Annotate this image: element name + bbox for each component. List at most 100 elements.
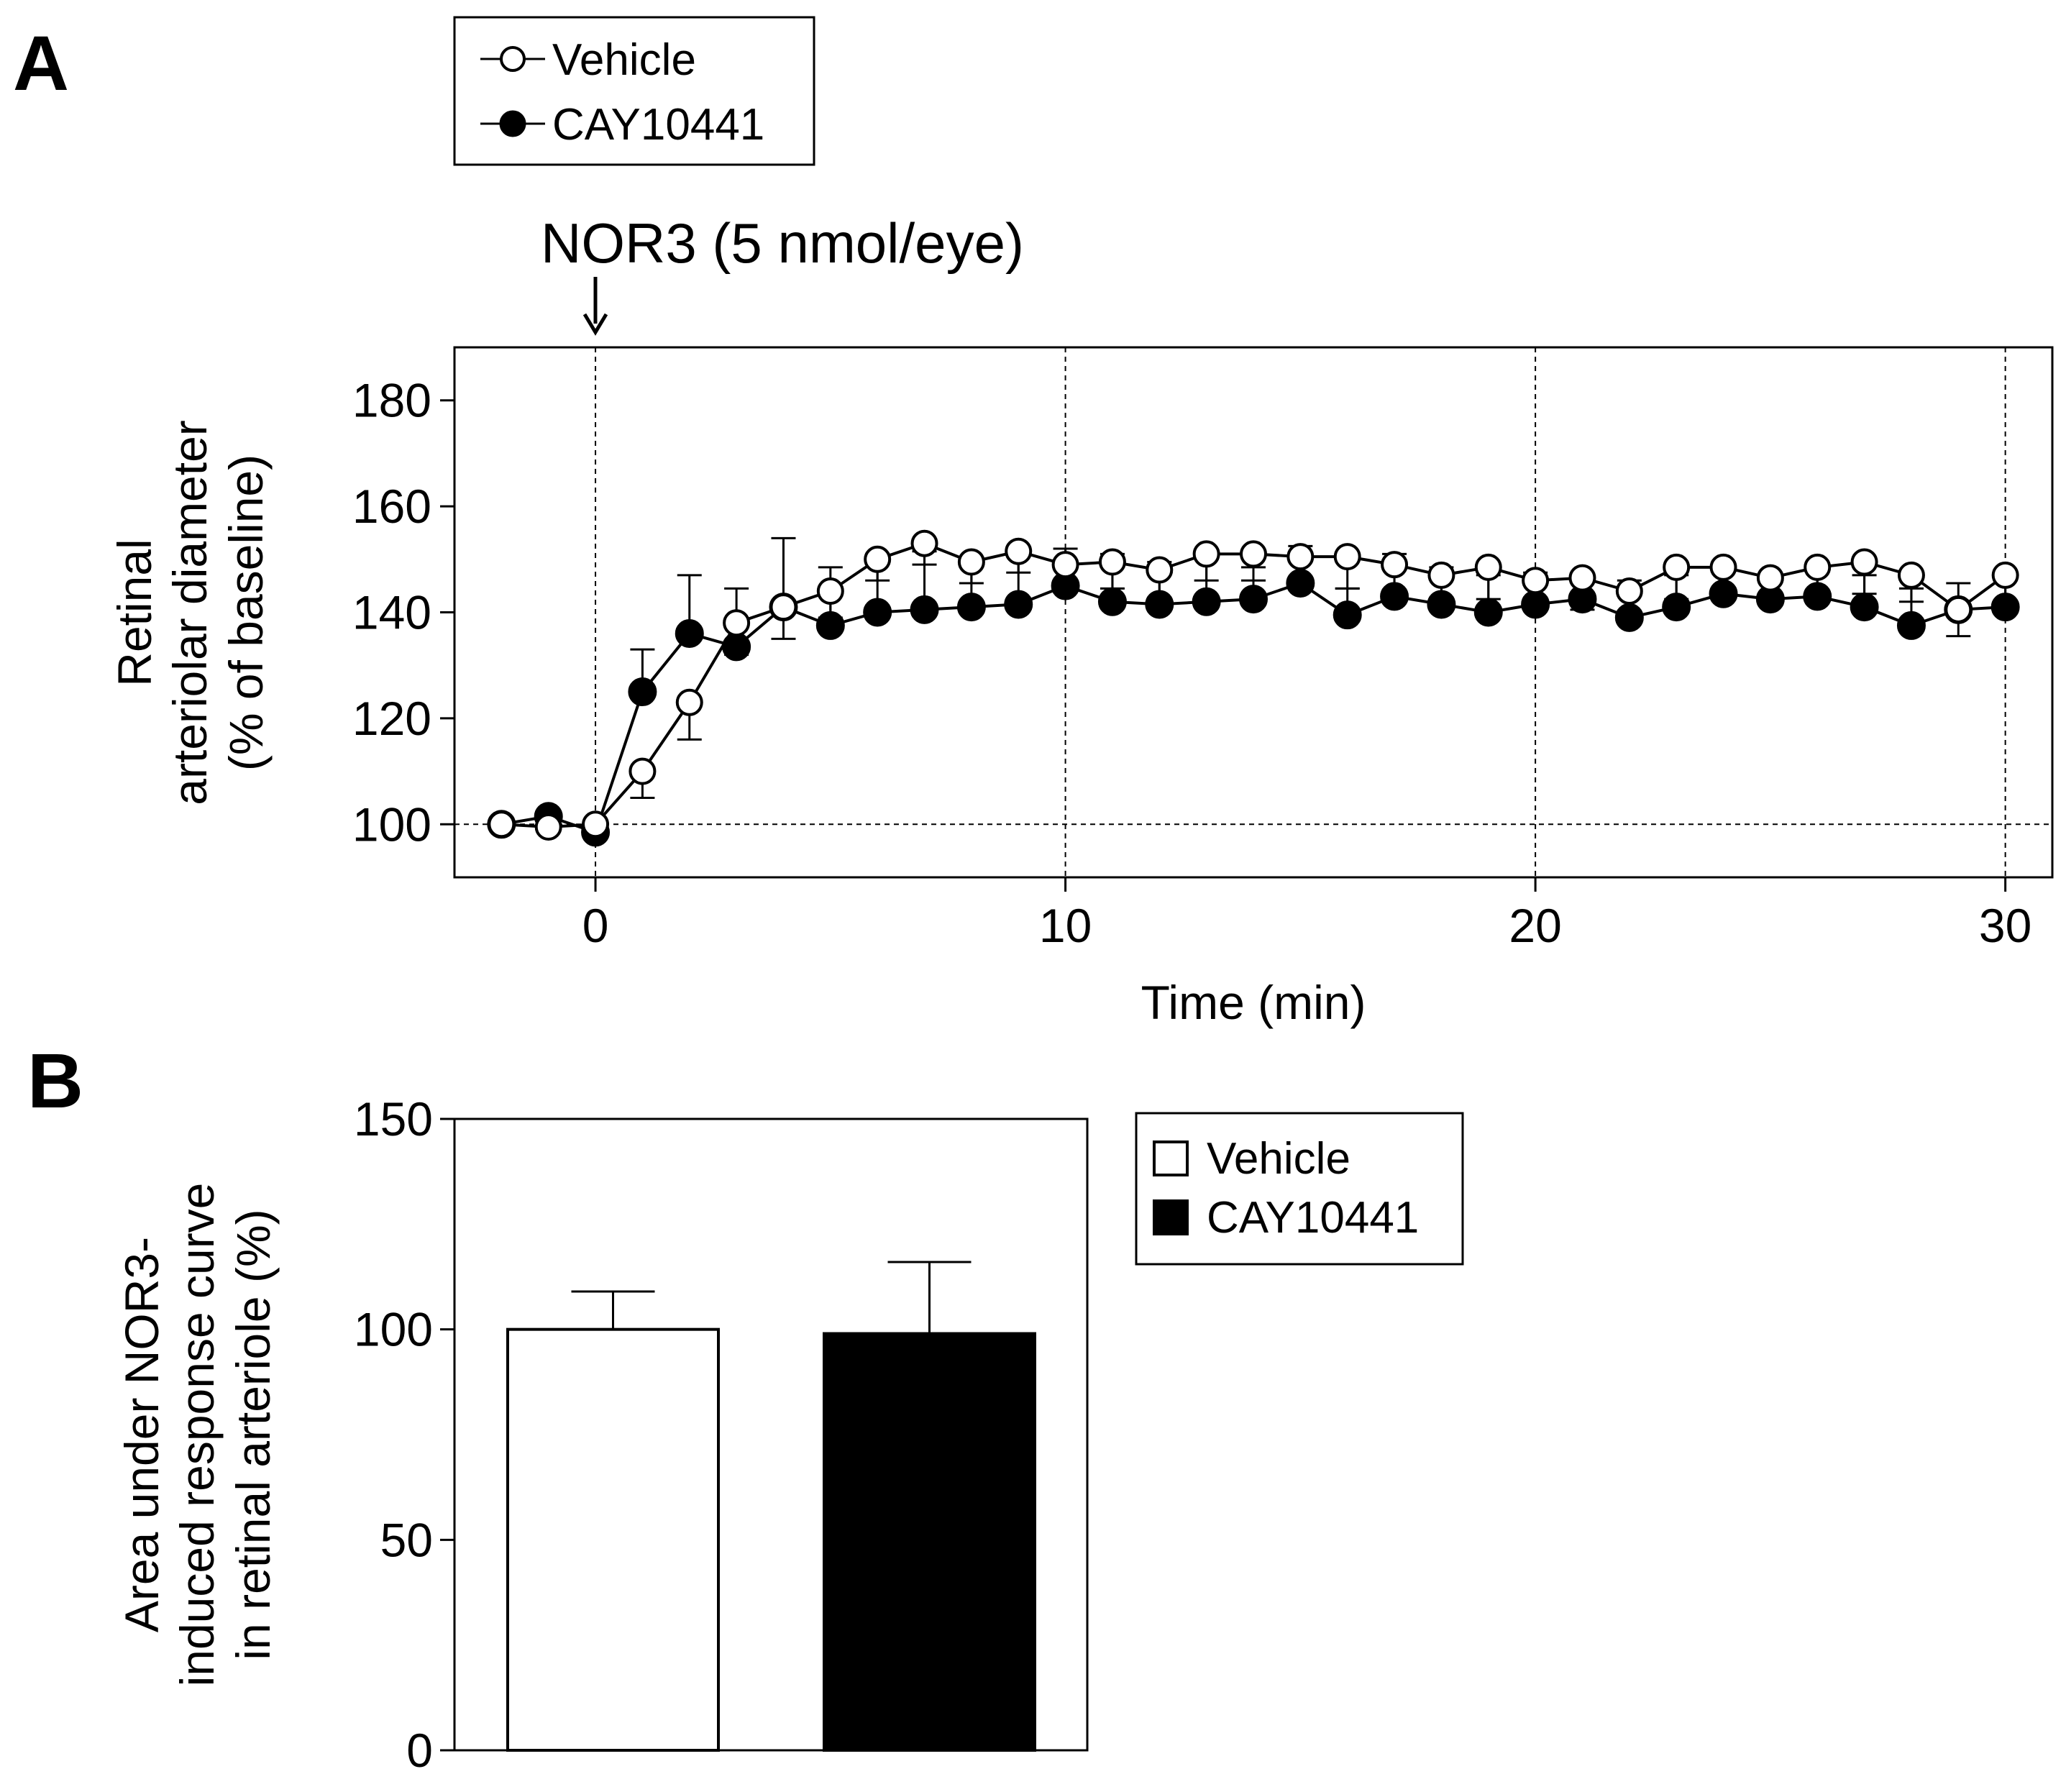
chart-b-bar-chart: 0 50 100 150 Area under NOR3- induced respo… <box>115 1092 1464 1777</box>
legend-a-cay10441-label: CAY10441 <box>552 100 764 150</box>
chart-b-axis-ticks: 0 50 100 150 <box>354 1092 454 1777</box>
chart-a-point-cay10441-9 <box>910 595 939 624</box>
chart-a-axis-ticks: 100 120 140 160 180 0 10 20 30 <box>352 374 2031 952</box>
chart-a-point-vehicle-24 <box>1615 577 1643 605</box>
chart-a-point-vehicle-26 <box>1709 553 1737 581</box>
chart-a-point-vehicle-8 <box>864 545 892 573</box>
chart-a-point-vehicle-7 <box>816 577 844 605</box>
chart-a-point-cay10441-26 <box>1709 579 1738 608</box>
chart-a-point-vehicle-2 <box>582 810 610 838</box>
chart-a-point-cay10441-28 <box>1803 582 1832 611</box>
chart-a-data-points <box>487 529 2020 847</box>
chart-a-point-cay10441-4 <box>675 618 704 648</box>
chart-b-legend: Vehicle CAY10441 <box>1135 1112 1464 1266</box>
chart-a-point-vehicle-32 <box>1991 561 2019 589</box>
chart-a-point-cay10441-20 <box>1427 590 1456 619</box>
chart-a-point-cay10441-18 <box>1333 600 1362 630</box>
chart-a-point-vehicle-0 <box>488 810 516 838</box>
chart-a-reference-lines <box>454 347 2052 877</box>
chart-a-point-vehicle-27 <box>1756 564 1784 592</box>
chart-b-y-tick-label-150: 150 <box>354 1092 433 1146</box>
panel-label-b: B <box>27 1037 83 1124</box>
chart-b-y-tick-label-50: 50 <box>380 1513 433 1566</box>
legend-a-vehicle-marker <box>500 46 526 72</box>
chart-a-point-vehicle-1 <box>534 813 562 841</box>
chart-a-point-vehicle-5 <box>723 609 751 637</box>
chart-b-y-axis-title-line-2: induced response curve <box>170 1183 224 1687</box>
chart-a-point-vehicle-11 <box>1005 537 1033 565</box>
chart-a-point-cay10441-19 <box>1380 582 1409 611</box>
chart-a-point-vehicle-14 <box>1146 556 1174 584</box>
chart-a-point-vehicle-20 <box>1427 561 1455 589</box>
chart-a-point-vehicle-18 <box>1333 543 1361 571</box>
chart-a-point-cay10441-21 <box>1473 598 1503 627</box>
chart-a-point-cay10441-5 <box>722 632 751 662</box>
chart-a-point-cay10441-10 <box>956 593 986 622</box>
chart-b-error-cay10441 <box>887 1261 972 1334</box>
chart-b-y-axis-title-line-1: Area under NOR3- <box>115 1237 168 1632</box>
chart-b-bar-cay10441 <box>823 1332 1036 1752</box>
chart-a-point-vehicle-6 <box>769 593 797 621</box>
chart-a-y-tick-label-140: 140 <box>352 586 431 639</box>
chart-a-y-tick-label-120: 120 <box>352 692 431 745</box>
chart-a-y-axis-title-line-1: Retinal <box>108 539 161 686</box>
chart-a-point-vehicle-21 <box>1474 553 1502 581</box>
chart-a-x-tick-label-0: 0 <box>582 899 609 952</box>
chart-b-y-axis-title: Area under NOR3- induced response curve … <box>115 1183 280 1687</box>
chart-a-point-vehicle-3 <box>629 757 657 785</box>
chart-a-point-vehicle-17 <box>1286 543 1315 571</box>
chart-a-point-vehicle-16 <box>1240 540 1267 568</box>
chart-a-point-vehicle-13 <box>1098 548 1126 576</box>
chart-a-point-vehicle-28 <box>1804 553 1832 581</box>
chart-a-y-tick-label-180: 180 <box>352 374 431 427</box>
legend-b-vehicle-swatch <box>1153 1140 1189 1176</box>
chart-a-point-cay10441-8 <box>863 598 892 627</box>
chart-a-point-vehicle-29 <box>1850 548 1878 576</box>
chart-a-point-vehicle-9 <box>910 529 938 557</box>
chart-a-point-vehicle-22 <box>1522 567 1550 595</box>
legend-b-cay10441-swatch <box>1153 1199 1189 1235</box>
chart-a-x-axis-title: Time (min) <box>1141 976 1366 1029</box>
chart-b-error-vehicle <box>571 1290 655 1330</box>
chart-b-y-axis-title-line-3: in retinal arteriole (%) <box>227 1209 280 1660</box>
chart-a-point-cay10441-25 <box>1662 593 1691 622</box>
chart-a-legend-box <box>453 16 815 166</box>
chart-a-y-tick-label-100: 100 <box>352 797 431 851</box>
chart-a-x-tick-label-30: 30 <box>1979 899 2031 952</box>
legend-b-cay10441-label: CAY10441 <box>1207 1193 1419 1243</box>
chart-b-y-tick-label-0: 0 <box>406 1724 433 1777</box>
chart-a-point-cay10441-11 <box>1004 590 1033 619</box>
legend-a-cay10441-marker <box>499 110 526 137</box>
legend-b-vehicle-label: Vehicle <box>1207 1134 1350 1184</box>
chart-a-point-vehicle-4 <box>675 688 703 716</box>
chart-a-y-tick-label-160: 160 <box>352 480 431 533</box>
chart-a-point-cay10441-32 <box>1990 593 2020 622</box>
chart-b-legend-box <box>1135 1112 1464 1266</box>
chart-a-point-vehicle-25 <box>1663 553 1691 581</box>
chart-a-point-cay10441-16 <box>1239 585 1268 614</box>
chart-a-point-vehicle-30 <box>1897 561 1925 589</box>
chart-b-bars <box>506 1261 1036 1752</box>
chart-a-point-cay10441-13 <box>1097 587 1127 616</box>
chart-a-point-vehicle-12 <box>1051 551 1079 579</box>
chart-a-legend: Vehicle CAY10441 <box>453 16 815 166</box>
chart-a-point-cay10441-22 <box>1521 590 1550 619</box>
chart-a-point-vehicle-23 <box>1568 564 1596 592</box>
chart-a-y-axis-title-line-3: (% of baseline) <box>219 454 273 771</box>
chart-a-point-vehicle-31 <box>1944 595 1973 623</box>
chart-a-annotation-nor3: NOR3 (5 nmol/eye) <box>541 211 1024 275</box>
chart-a-point-cay10441-14 <box>1145 590 1174 619</box>
chart-a-point-vehicle-15 <box>1192 540 1220 568</box>
chart-a-point-cay10441-3 <box>628 677 657 707</box>
legend-a-vehicle-label: Vehicle <box>552 35 696 85</box>
chart-a-x-tick-label-10: 10 <box>1039 899 1092 952</box>
chart-a-point-cay10441-29 <box>1850 593 1879 622</box>
chart-a-point-cay10441-7 <box>815 611 845 640</box>
chart-a-y-axis-title-line-2: arteriolar diameter <box>163 420 216 805</box>
chart-a-point-cay10441-17 <box>1286 568 1315 598</box>
chart-a-point-cay10441-15 <box>1192 587 1221 616</box>
chart-a-annotation-arrow <box>582 277 608 336</box>
chart-b-y-tick-label-100: 100 <box>354 1303 433 1356</box>
chart-a-y-axis-title: Retinal arteriolar diameter (% of baseli… <box>108 420 273 805</box>
